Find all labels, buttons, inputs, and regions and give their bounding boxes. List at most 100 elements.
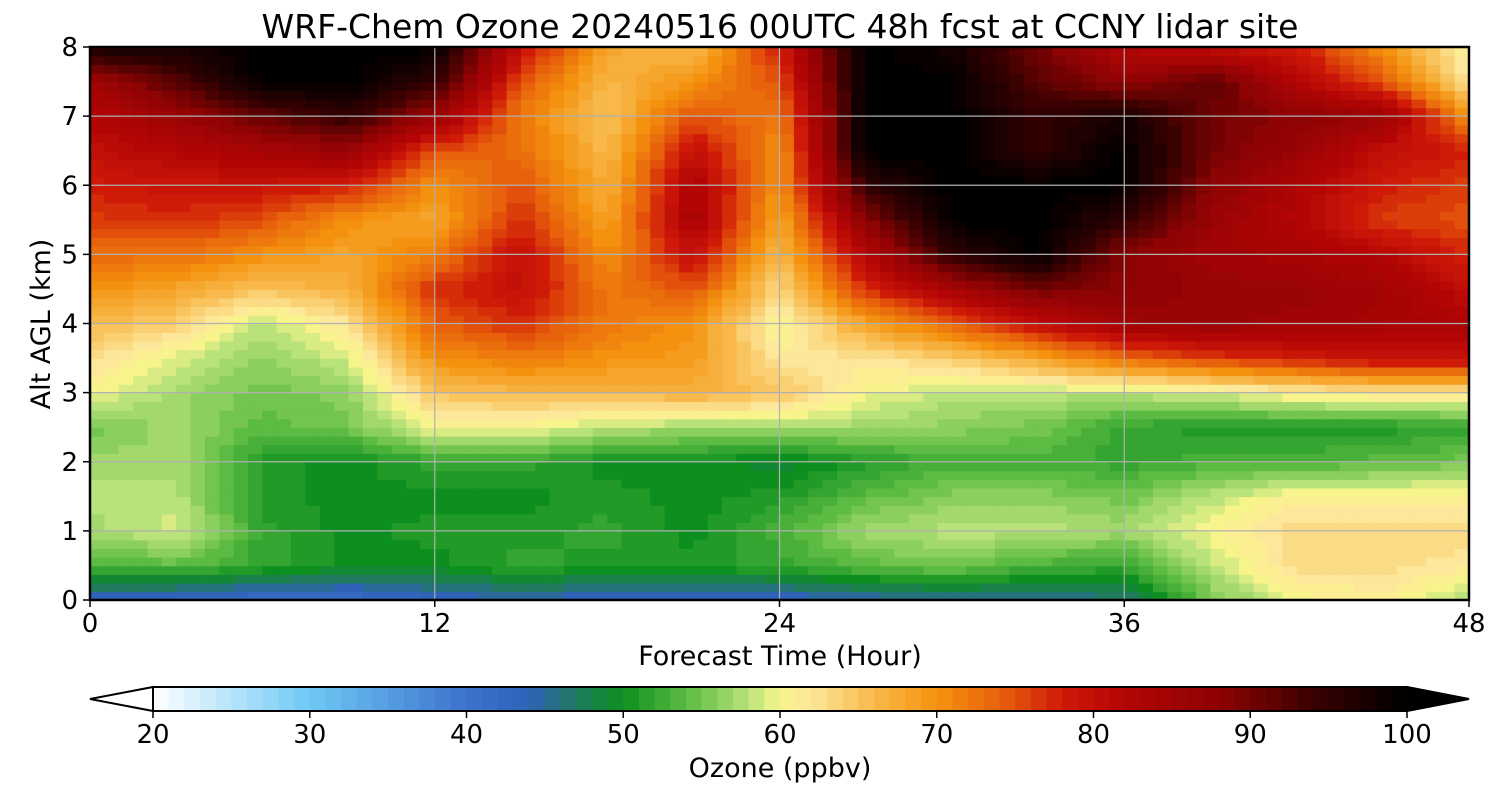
heatmap-cell	[248, 245, 264, 256]
heatmap-cell	[793, 193, 810, 204]
heatmap-cell	[248, 159, 264, 169]
heatmap-cell	[1038, 90, 1054, 100]
heatmap-cell	[1009, 280, 1025, 290]
heatmap-cell	[865, 254, 881, 264]
heatmap-cell	[822, 297, 838, 308]
heatmap-cell	[865, 401, 881, 411]
heatmap-cell	[635, 314, 652, 325]
heatmap-cell	[1109, 435, 1126, 446]
heatmap-cell	[750, 383, 766, 394]
heatmap-cell	[722, 453, 738, 463]
heatmap-cell	[607, 418, 623, 428]
heatmap-cell	[1167, 288, 1183, 299]
heatmap-cell	[233, 314, 249, 325]
heatmap-cell	[133, 340, 149, 351]
heatmap-cell	[793, 453, 810, 463]
heatmap-cell	[937, 167, 953, 178]
heatmap-cell	[923, 323, 939, 333]
heatmap-cell	[1152, 340, 1169, 351]
heatmap-cell	[1109, 202, 1126, 212]
heatmap-cell	[1066, 470, 1082, 480]
heatmap-cell	[951, 349, 968, 359]
heatmap-cell	[1009, 530, 1025, 541]
heatmap-cell	[564, 288, 580, 299]
heatmap-cell	[994, 530, 1011, 541]
heatmap-cell	[793, 366, 810, 377]
heatmap-cell	[980, 358, 996, 368]
heatmap-cell	[176, 470, 192, 480]
heatmap-cell	[1124, 193, 1140, 204]
heatmap-cell	[118, 185, 134, 195]
heatmap-cell	[607, 479, 623, 489]
heatmap-cell	[161, 591, 177, 600]
heatmap-cell	[1152, 133, 1169, 143]
heatmap-cell	[535, 107, 551, 117]
heatmap-cell	[793, 582, 810, 593]
heatmap-cell	[765, 280, 781, 290]
heatmap-cell	[966, 124, 982, 135]
heatmap-cell	[362, 496, 379, 506]
heatmap-cell	[348, 254, 364, 264]
heatmap-cell	[1109, 47, 1126, 57]
heatmap-cell	[1138, 349, 1154, 359]
heatmap-cell	[1009, 202, 1025, 212]
heatmap-cell	[808, 340, 824, 351]
heatmap-cell	[1081, 349, 1097, 359]
heatmap-cell	[147, 280, 163, 290]
heatmap-cell	[865, 487, 881, 498]
heatmap-cell	[391, 565, 407, 575]
heatmap-cell	[650, 150, 666, 161]
heatmap-cell	[722, 530, 738, 541]
heatmap-cell	[793, 271, 810, 282]
heatmap-cell	[248, 409, 264, 420]
heatmap-cell	[722, 193, 738, 204]
heatmap-cell	[851, 340, 867, 351]
heatmap-cell	[1109, 176, 1126, 187]
heatmap-cell	[750, 142, 766, 152]
heatmap-cell	[506, 323, 522, 333]
heatmap-cell	[276, 219, 292, 230]
heatmap-cell	[118, 461, 134, 472]
heatmap-cell	[1181, 55, 1197, 66]
heatmap-cell	[276, 375, 292, 385]
heatmap-cell	[549, 288, 565, 299]
heatmap-cell	[133, 237, 149, 247]
heatmap-cell	[233, 64, 249, 74]
heatmap-cell	[980, 133, 996, 143]
heatmap-cell	[1066, 142, 1082, 152]
heatmap-cell	[707, 159, 723, 169]
heatmap-cell	[305, 245, 321, 256]
heatmap-cell	[779, 72, 795, 83]
heatmap-cell	[377, 47, 393, 57]
heatmap-cell	[966, 383, 982, 394]
heatmap-cell	[219, 574, 235, 584]
heatmap-cell	[1023, 392, 1039, 403]
heatmap-cell	[1081, 176, 1097, 187]
heatmap-cell	[305, 263, 321, 273]
heatmap-cell	[118, 81, 134, 91]
heatmap-cell	[779, 401, 795, 411]
heatmap-cell	[133, 565, 149, 575]
heatmap-cell	[808, 358, 824, 368]
heatmap-cell	[104, 479, 120, 489]
heatmap-cell	[1109, 98, 1126, 109]
heatmap-cell	[650, 176, 666, 187]
heatmap-cell	[406, 306, 422, 316]
heatmap-cell	[477, 167, 493, 178]
heatmap-cell	[133, 116, 149, 126]
heatmap-cell	[707, 314, 723, 325]
heatmap-cell	[707, 522, 723, 532]
heatmap-cell	[578, 202, 594, 212]
heatmap-cell	[190, 383, 206, 394]
heatmap-cell	[1167, 349, 1183, 359]
heatmap-cell	[391, 487, 407, 498]
heatmap-cell	[793, 349, 810, 359]
heatmap-cell	[966, 418, 982, 428]
heatmap-cell	[793, 522, 810, 532]
heatmap-cell	[994, 107, 1011, 117]
heatmap-cell	[880, 444, 896, 454]
heatmap-cell	[492, 280, 508, 290]
heatmap-cell	[391, 124, 407, 135]
heatmap-cell	[1196, 245, 1212, 256]
heatmap-cell	[650, 539, 666, 549]
